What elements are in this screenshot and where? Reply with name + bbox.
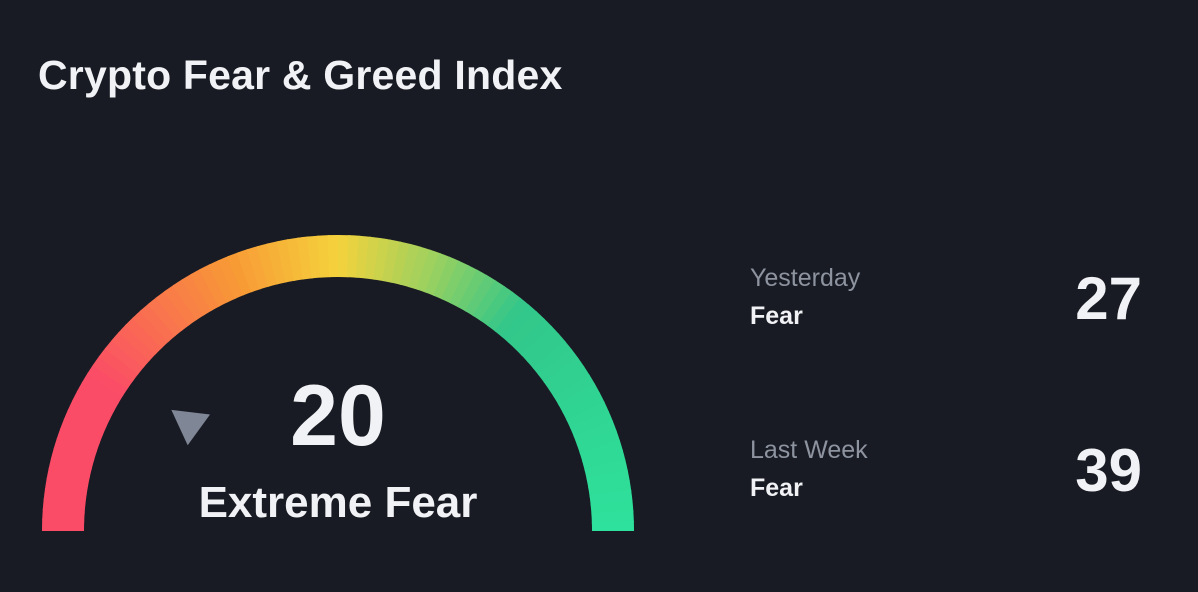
history-sentiment-label: Fear [750, 302, 803, 330]
history-last-week: Last Week Fear 39 [750, 435, 1150, 515]
gauge-arc [41, 234, 634, 532]
history-yesterday: Yesterday Fear 27 [750, 263, 1150, 343]
history-sentiment-label: Fear [750, 474, 803, 502]
gauge-pointer-icon [171, 409, 211, 446]
gauge-value: 20 [290, 368, 386, 464]
history-index-value: 39 [1075, 437, 1142, 504]
history-index-value: 27 [1075, 265, 1142, 332]
fear-greed-gauge [41, 234, 634, 532]
page-title: Crypto Fear & Greed Index [38, 52, 563, 98]
history-period-label: Last Week [750, 436, 868, 464]
gauge-classification: Extreme Fear [198, 478, 478, 527]
history-period-label: Yesterday [750, 264, 861, 292]
